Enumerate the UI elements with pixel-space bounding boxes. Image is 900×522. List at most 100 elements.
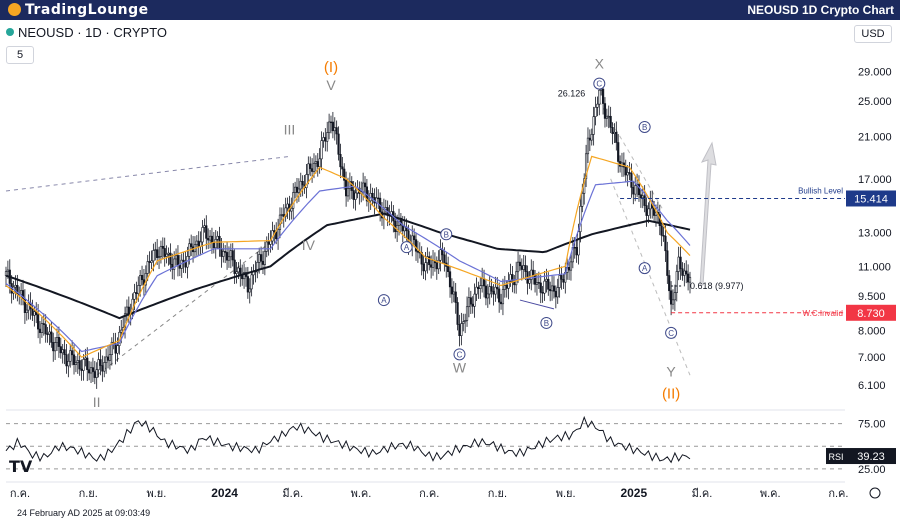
candle-body: [76, 360, 79, 363]
candle-body: [72, 354, 76, 365]
candle-body: [37, 314, 40, 330]
candle-body: [441, 249, 444, 256]
candle-body: [182, 259, 185, 263]
candle-body: [63, 349, 66, 355]
time-tick-label: พ.ค.: [760, 488, 781, 500]
candle-body: [639, 194, 642, 199]
candle-body: [556, 287, 559, 298]
time-axis[interactable]: ก.ค. ก.ย. พ.ย. 2024 มี.ค. พ.ค. ก.ค. ก.ย. พ.ย. 202…: [6, 481, 881, 500]
candle-body: [44, 324, 47, 335]
candle-body: [634, 185, 637, 195]
candle-body: [356, 187, 359, 194]
symbol-label: NEOUSD · 1D · CRYPTO: [18, 25, 168, 40]
candle-body: [129, 313, 132, 315]
time-tick-label: พ.ย.: [556, 488, 576, 500]
rsi-pane[interactable]: 75.00 25.00 RSI 39.23: [5, 409, 896, 476]
candle-body: [184, 261, 187, 268]
candle-body: [447, 266, 450, 273]
candle-body: [339, 154, 342, 168]
candle-body: [227, 256, 231, 261]
candle-body: [397, 217, 401, 226]
candle-body: [252, 270, 255, 276]
candle-body: [668, 275, 671, 292]
timestamp: 24 February AD 2025 at 09:03:49: [17, 508, 151, 518]
candle-body: [564, 272, 567, 283]
candle-body: [154, 249, 157, 251]
candle-body: [261, 260, 265, 265]
candle-body: [309, 163, 312, 169]
candle-body: [477, 286, 480, 289]
candle-body: [110, 341, 113, 355]
candle-body: [416, 250, 420, 253]
candle-body: [31, 308, 34, 316]
candle-body: [52, 342, 55, 352]
candle-body: [216, 235, 219, 240]
candle-body: [579, 206, 582, 232]
candle-body: [560, 275, 563, 280]
symbol-legend[interactable]: NEOUSD · 1D · CRYPTO: [6, 25, 167, 40]
candle-body: [241, 275, 244, 280]
channel-upper: [598, 100, 664, 212]
candle-body: [218, 235, 221, 249]
candle-body: [259, 254, 263, 262]
candle-body: [492, 290, 495, 295]
wave-label: (II): [662, 385, 680, 402]
candle-body: [125, 306, 129, 315]
time-tick-label: 2025: [620, 486, 647, 500]
candle-body: [84, 357, 87, 360]
price-axis[interactable]: 29.000 25.000 21.000 17.000 13.000 11.000 9.50…: [858, 66, 892, 391]
candle-body: [191, 246, 195, 253]
invalid-value: 8.730: [857, 308, 885, 320]
candle-body: [82, 359, 85, 371]
wave-label: Y: [666, 363, 676, 379]
candle-body: [494, 286, 497, 295]
candle-body: [458, 324, 461, 336]
rsi-value: 39.23: [857, 451, 885, 463]
candle-body: [617, 142, 620, 162]
candle-body: [16, 285, 19, 295]
candle-body: [671, 299, 675, 305]
candle-body: [524, 265, 527, 272]
candle-body: [205, 225, 208, 239]
interval-box[interactable]: 5: [6, 46, 34, 64]
candle-body: [190, 243, 193, 248]
candle-body: [4, 271, 8, 276]
wave-label: III: [284, 121, 296, 137]
candle-body: [596, 103, 599, 108]
candle-body: [242, 272, 246, 280]
candle-body: [390, 211, 393, 216]
time-tick-label: 2024: [211, 486, 238, 500]
candle-body: [148, 261, 151, 263]
candle-body: [552, 285, 556, 292]
candle-body: [27, 302, 30, 311]
wave-circle: [665, 326, 678, 339]
wave-circle-label: C: [596, 80, 602, 89]
candle-body: [379, 197, 382, 213]
candle-body: [367, 200, 370, 202]
candle-body: [265, 241, 268, 252]
candle-body: [69, 350, 72, 362]
currency-select[interactable]: USD: [854, 25, 892, 43]
candle-body: [284, 207, 287, 217]
candle-body: [333, 127, 336, 132]
candle-body: [454, 291, 457, 303]
candle-body: [365, 186, 368, 202]
wave-circle: [440, 228, 453, 241]
candle-body: [237, 267, 240, 273]
candle-body: [165, 253, 168, 257]
time-tick-label: ก.ย.: [488, 488, 507, 500]
candle-body: [465, 306, 469, 321]
candle-body: [433, 260, 437, 264]
candle-body: [622, 162, 625, 168]
time-tick-label: ก.ค.: [828, 488, 848, 500]
candle-body: [649, 200, 652, 210]
candle-body: [293, 186, 297, 193]
candle-body: [212, 242, 215, 249]
wave-circle: [638, 120, 651, 133]
candle-body: [203, 225, 206, 228]
candle-body: [407, 230, 410, 245]
top-banner: TradingLounge NEOUSD 1D Crypto Chart: [0, 0, 900, 20]
candle-body: [641, 195, 644, 199]
candle-body: [91, 367, 95, 372]
